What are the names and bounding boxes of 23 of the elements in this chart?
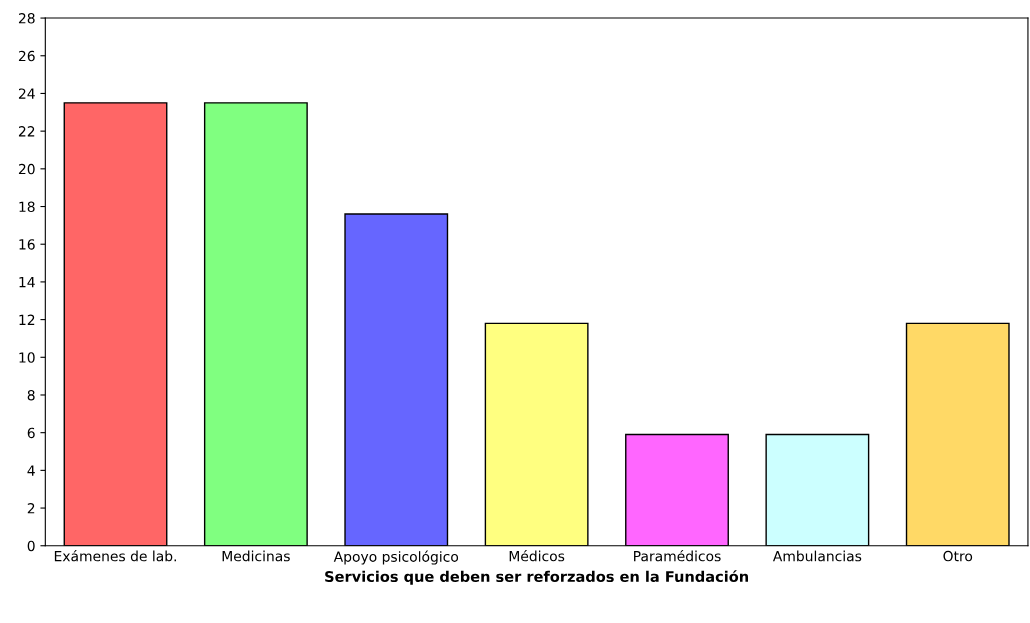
- x-tick-label: Paramédicos: [634, 550, 721, 562]
- y-tick-label: 10: [19, 352, 35, 363]
- y-tick-label: 6: [27, 427, 35, 439]
- y-tick-label: 26: [18, 50, 35, 62]
- y-tick-label: 0: [27, 540, 35, 552]
- y-tick-label: 16: [19, 239, 35, 250]
- x-tick-label: Otro: [943, 550, 973, 562]
- x-tick-label: Médicos: [509, 550, 565, 562]
- x-tick-label: Medicinas: [222, 550, 290, 562]
- x-tick-label: Apoyo psicológico: [333, 550, 459, 565]
- y-tick-label: 28: [18, 13, 35, 24]
- y-tick-label: 8: [27, 389, 35, 401]
- x-axis-title: Servicios que deben ser reforzados en la Fundación: [325, 570, 749, 585]
- x-tick-label: Exámenes de lab.: [54, 550, 176, 562]
- y-tick-label: 20: [18, 163, 35, 175]
- y-tick-label: 14: [19, 277, 35, 288]
- y-tick-label: 24: [18, 88, 35, 99]
- y-tick-label: 2: [27, 503, 35, 514]
- y-tick-label: 18: [19, 201, 35, 212]
- y-tick-label: 22: [18, 126, 35, 137]
- y-tick-label: 12: [19, 314, 35, 325]
- x-tick-label: Ambulancias: [772, 550, 862, 562]
- y-tick-label: 4: [27, 465, 35, 476]
